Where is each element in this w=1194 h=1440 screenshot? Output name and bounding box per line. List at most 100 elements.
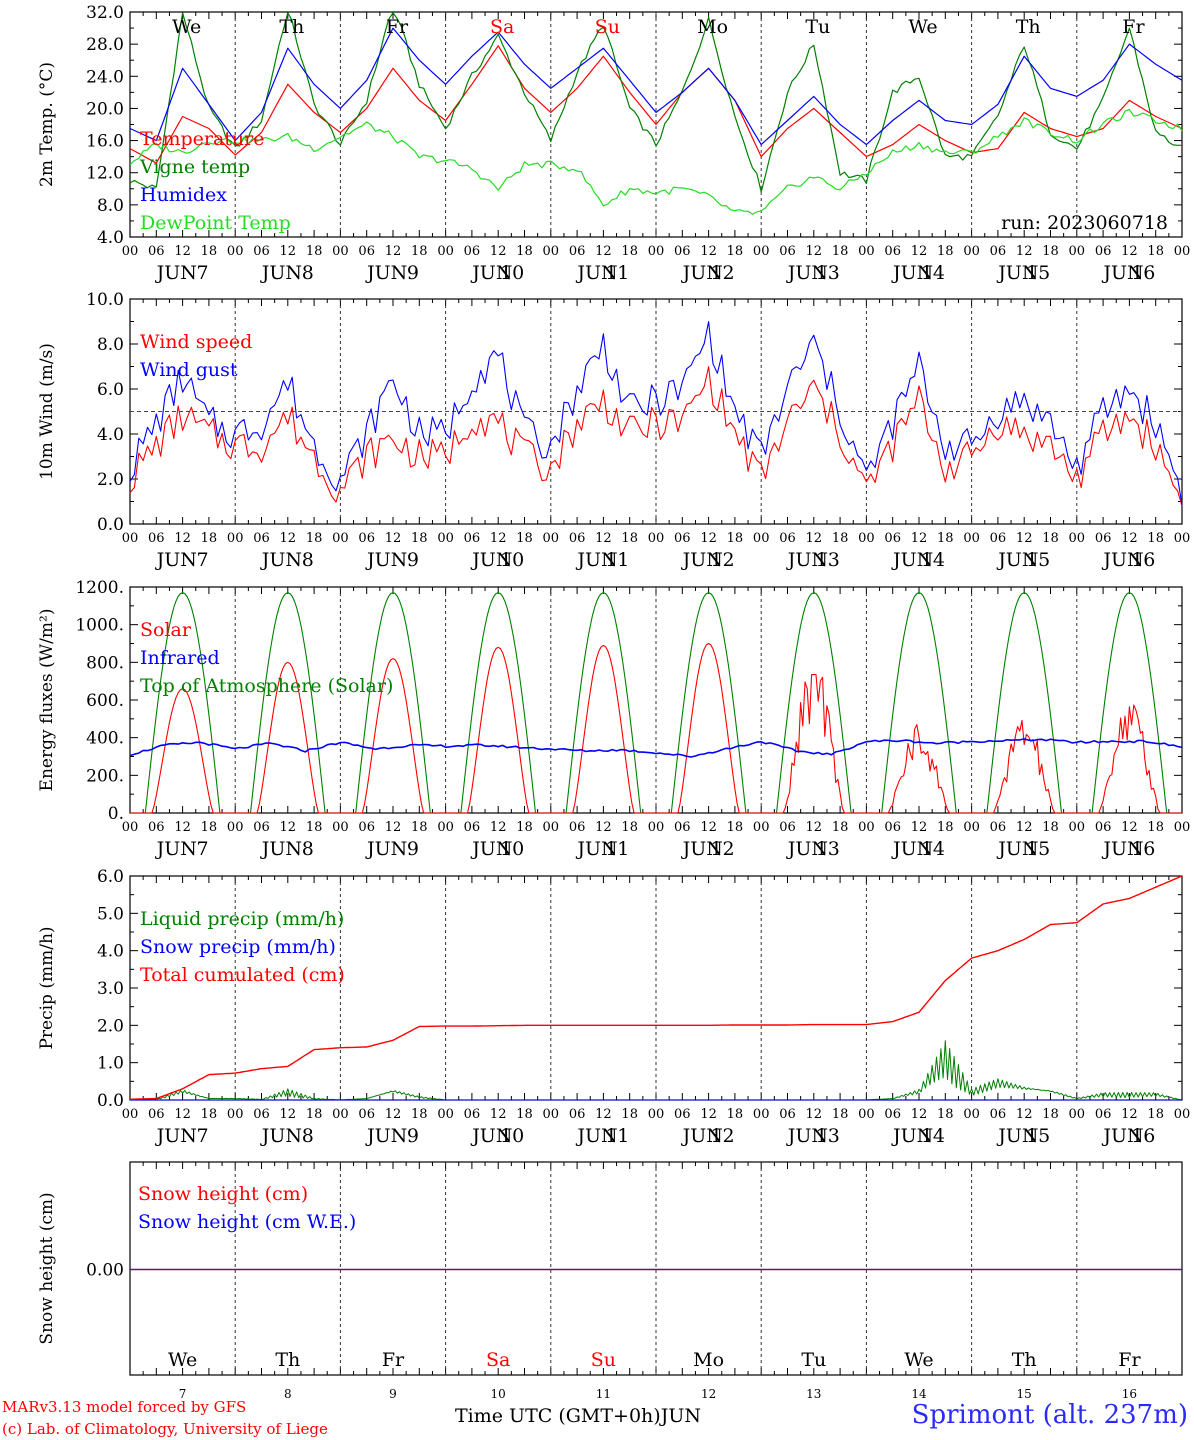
- hour-tick-label: 06: [1095, 244, 1112, 259]
- day-name-bottom: Th: [1012, 1349, 1037, 1371]
- hour-tick-label: 12: [700, 531, 717, 546]
- hour-tick-label: 06: [569, 244, 586, 259]
- month-tick-label: JUN: [1101, 549, 1143, 571]
- hour-tick-label: 00: [648, 820, 665, 835]
- hour-tick-label: 00: [963, 1107, 980, 1122]
- hour-tick-label: 18: [1147, 244, 1164, 259]
- month-tick-label: JUN: [786, 262, 828, 284]
- hour-tick-label: 12: [1121, 1107, 1138, 1122]
- day-name-bottom: We: [904, 1349, 933, 1371]
- series-line-3: [129, 109, 1183, 215]
- day-name-top: We: [908, 16, 937, 38]
- y-tick-label: 4.0: [97, 942, 124, 962]
- month-tick-label: JUN: [155, 838, 197, 860]
- hour-tick-label: 12: [174, 244, 191, 259]
- month-tick-label: JUN: [786, 838, 828, 860]
- day-name-bottom: Fr: [1118, 1349, 1141, 1371]
- hour-tick-label: 06: [779, 820, 796, 835]
- y-axis-label: Precip (mm/h): [37, 926, 57, 1049]
- wind-series-1: [129, 321, 1183, 506]
- hour-tick-label: 06: [990, 820, 1007, 835]
- hour-tick-label: 12: [385, 531, 402, 546]
- hour-tick-label: 12: [1121, 244, 1138, 259]
- hour-tick-label: 00: [753, 820, 770, 835]
- month-tick-label: JUN: [260, 1125, 302, 1147]
- infrared-line: [129, 738, 1183, 758]
- hour-tick-label: 00: [543, 820, 560, 835]
- hour-tick-label: 00: [648, 1107, 665, 1122]
- date-tick-label: 11: [605, 262, 629, 284]
- hour-tick-label: 12: [700, 820, 717, 835]
- date-tick-label: 9: [407, 549, 419, 571]
- hour-tick-label: 18: [621, 244, 638, 259]
- hour-tick-label: 18: [832, 531, 849, 546]
- hour-tick-label: 18: [411, 820, 428, 835]
- hour-tick-label: 06: [253, 1107, 270, 1122]
- month-tick-label: JUN: [996, 262, 1038, 284]
- hour-tick-label: 18: [1042, 244, 1059, 259]
- hour-tick-label: 18: [516, 820, 533, 835]
- date-tick-label: 11: [605, 1125, 629, 1147]
- month-tick-label: JUN: [155, 262, 197, 284]
- date-label-bottom: 12: [701, 1387, 716, 1401]
- hour-tick-label: 12: [280, 531, 297, 546]
- hour-tick-label: 00: [543, 1107, 560, 1122]
- y-tick-label: 5.0: [97, 904, 124, 924]
- month-tick-label: JUN: [155, 1125, 197, 1147]
- hour-tick-label: 12: [1016, 820, 1033, 835]
- hour-tick-label: 06: [148, 244, 165, 259]
- hour-tick-label: 12: [595, 820, 612, 835]
- y-tick-label: 800.: [86, 653, 124, 673]
- month-tick-label: JUN: [575, 1125, 617, 1147]
- hour-tick-label: 18: [516, 244, 533, 259]
- date-tick-label: 8: [302, 549, 314, 571]
- date-tick-label: 13: [816, 262, 840, 284]
- hour-tick-label: 12: [1016, 1107, 1033, 1122]
- hour-tick-label: 18: [937, 1107, 954, 1122]
- date-tick-label: 7: [197, 549, 209, 571]
- hour-tick-label: 06: [569, 531, 586, 546]
- y-tick-label: 32.0: [86, 3, 124, 23]
- date-tick-label: 12: [710, 1125, 734, 1147]
- hour-tick-label: 18: [516, 1107, 533, 1122]
- hour-tick-label: 06: [358, 244, 375, 259]
- hour-tick-label: 00: [543, 244, 560, 259]
- month-tick-label: JUN: [1101, 838, 1143, 860]
- month-tick-label: JUN: [470, 549, 512, 571]
- hour-tick-label: 00: [543, 531, 560, 546]
- date-tick-label: 7: [197, 1125, 209, 1147]
- hour-tick-label: 12: [490, 244, 507, 259]
- date-label-bottom: 10: [491, 1387, 506, 1401]
- hour-tick-label: 12: [595, 1107, 612, 1122]
- hour-tick-label: 00: [858, 244, 875, 259]
- month-tick-label: JUN: [1101, 1125, 1143, 1147]
- hour-tick-label: 00: [1174, 531, 1191, 546]
- date-label-bottom: 9: [389, 1387, 397, 1401]
- hour-tick-label: 18: [832, 1107, 849, 1122]
- y-axis-label: 10m Wind (m/s): [37, 343, 57, 480]
- hour-tick-label: 00: [332, 244, 349, 259]
- hour-tick-label: 18: [1147, 531, 1164, 546]
- date-label-bottom: 7: [179, 1387, 187, 1401]
- hour-tick-label: 00: [963, 244, 980, 259]
- hour-tick-label: 00: [963, 531, 980, 546]
- date-tick-label: 9: [407, 838, 419, 860]
- day-name-bottom: We: [168, 1349, 197, 1371]
- time-axis-text: Time UTC (GMT+0h): [455, 1405, 661, 1427]
- hour-tick-label: 06: [779, 531, 796, 546]
- hour-tick-label: 06: [464, 244, 481, 259]
- day-name-top: Su: [595, 16, 620, 38]
- hour-tick-label: 18: [306, 1107, 323, 1122]
- hour-tick-label: 12: [385, 820, 402, 835]
- month-tick-label: JUN: [470, 838, 512, 860]
- day-name-top: Fr: [1122, 16, 1145, 38]
- hour-tick-label: 18: [411, 531, 428, 546]
- series-line-1: [129, 12, 1182, 193]
- hour-tick-label: 06: [253, 531, 270, 546]
- hour-tick-label: 00: [1069, 244, 1086, 259]
- legend-liquid-precip-mm-h-: Liquid precip (mm/h): [140, 908, 344, 930]
- date-tick-label: 10: [500, 838, 524, 860]
- date-tick-label: 14: [921, 838, 945, 860]
- legend-vigne-temp: Vigne temp: [139, 156, 250, 178]
